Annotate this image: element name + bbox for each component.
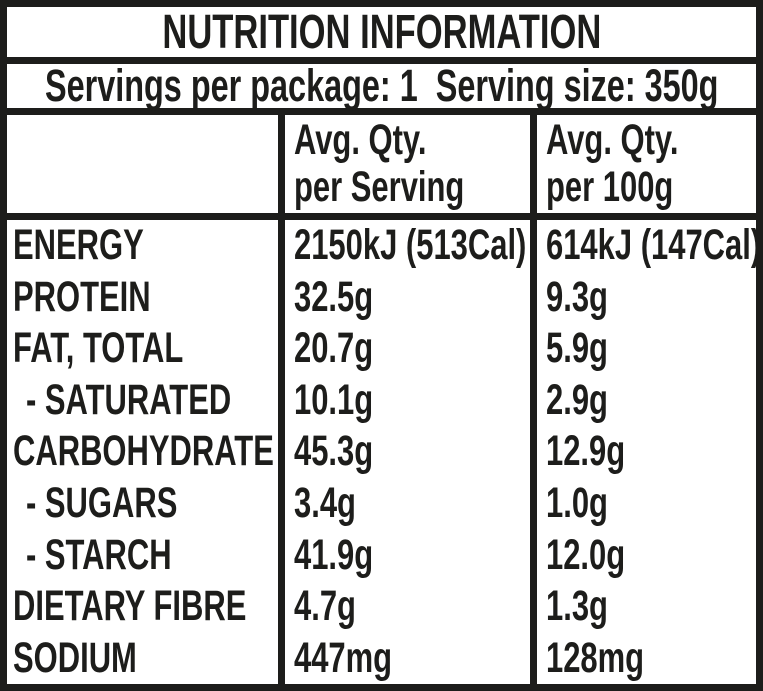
nutrient-cell: - STARCH: [7, 529, 278, 581]
nutrient-cell: DIETARY FIBRE: [7, 581, 278, 633]
header-per-serving-line1: Avg. Qty.: [294, 116, 427, 164]
nutrient-label: - STARCH: [26, 530, 172, 579]
per-100g-value: 2.9g: [530, 374, 756, 427]
value-text: 1.3g: [546, 582, 608, 631]
label-title-row: NUTRITION INFORMATION: [7, 5, 756, 64]
value-text: 10.1g: [294, 375, 374, 424]
per-100g-value: 128mg: [530, 632, 756, 684]
per-serving-value: 32.5g: [278, 271, 530, 324]
per-100g-value: 5.9g: [530, 323, 756, 375]
header-blank-cell: [7, 115, 278, 213]
per-serving-value: 41.9g: [278, 529, 530, 581]
per-serving-value: 2150kJ (513Cal): [278, 220, 530, 272]
nutrient-label: - SUGARS: [26, 479, 178, 528]
nutrient-cell: SODIUM: [7, 632, 278, 684]
nutrient-cell: PROTEIN: [7, 272, 278, 324]
per-100g-value: 9.3g: [530, 271, 756, 324]
header-per-100g-line1: Avg. Qty.: [546, 116, 679, 164]
nutrient-cell: ENERGY: [7, 220, 278, 272]
value-text: 45.3g: [294, 427, 374, 476]
per-100g-value: 1.3g: [530, 580, 756, 633]
per-serving-value: 3.4g: [278, 477, 530, 530]
value-text: 32.5g: [294, 272, 374, 321]
value-text: 5.9g: [546, 324, 608, 373]
header-per-serving-cell: Avg. Qty. per Serving: [278, 115, 530, 213]
nutrient-cell: FAT, TOTAL: [7, 323, 278, 375]
value-text: 614kJ (147Cal): [546, 221, 756, 270]
per-100g-value: 614kJ (147Cal): [530, 220, 756, 272]
per-serving-value: 10.1g: [278, 374, 530, 427]
value-text: 20.7g: [294, 324, 374, 373]
servings-text: Servings per package: 1 Serving size: 35…: [44, 60, 719, 111]
per-serving-value: 45.3g: [278, 426, 530, 478]
per-serving-value: 4.7g: [278, 580, 530, 633]
nutrient-cell: - SATURATED: [7, 375, 278, 427]
nutrient-label: - SATURATED: [26, 375, 232, 424]
value-text: 9.3g: [546, 272, 608, 321]
nutrient-label: FAT, TOTAL: [13, 324, 184, 373]
nutrient-label: PROTEIN: [13, 272, 151, 321]
nutrient-label: DIETARY FIBRE: [13, 582, 247, 631]
nutrient-label: ENERGY: [13, 221, 144, 270]
value-text: 3.4g: [294, 479, 356, 528]
nutrient-label: CARBOHYDRATE: [13, 427, 274, 476]
column-header-row: Avg. Qty. per Serving Avg. Qty. per 100g: [7, 115, 756, 220]
per-100g-value: 12.0g: [530, 529, 756, 581]
header-per-100g-cell: Avg. Qty. per 100g: [530, 115, 756, 213]
per-100g-value: 12.9g: [530, 426, 756, 478]
value-text: 2150kJ (513Cal): [294, 221, 527, 270]
nutrient-label: SODIUM: [13, 633, 137, 682]
per-serving-value: 20.7g: [278, 323, 530, 375]
value-text: 4.7g: [294, 582, 356, 631]
value-text: 447mg: [294, 633, 393, 682]
per-serving-value: 447mg: [278, 632, 530, 684]
header-per-serving-line2: per Serving: [294, 163, 465, 211]
value-text: 12.9g: [546, 427, 626, 476]
value-text: 41.9g: [294, 530, 374, 579]
value-text: 12.0g: [546, 530, 626, 579]
header-per-100g-line2: per 100g: [546, 163, 674, 211]
value-text: 1.0g: [546, 479, 608, 528]
nutrition-table-body: ENERGY 2150kJ (513Cal) 614kJ (147Cal) PR…: [7, 220, 756, 684]
servings-row: Servings per package: 1 Serving size: 35…: [7, 60, 756, 115]
nutrient-cell: - SUGARS: [7, 478, 278, 530]
value-text: 2.9g: [546, 375, 608, 424]
value-text: 128mg: [546, 633, 645, 682]
nutrient-cell: CARBOHYDRATE: [7, 426, 278, 478]
label-title: NUTRITION INFORMATION: [161, 5, 601, 59]
per-100g-value: 1.0g: [530, 477, 756, 530]
